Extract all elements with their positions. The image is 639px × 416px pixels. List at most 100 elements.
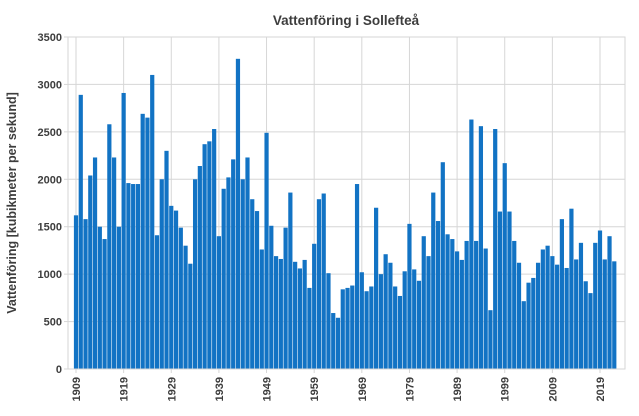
x-tick-1959: 1959 [309,377,321,401]
bar-2017 [588,293,593,369]
bar-2010 [555,264,560,369]
bar-1980 [412,269,417,369]
bar-1946 [250,199,255,369]
bar-1915 [102,239,107,369]
bar-1940 [221,188,226,369]
bar-2005 [531,277,536,369]
x-tick-1919: 1919 [119,377,131,401]
bar-1975 [388,262,393,369]
bar-1913 [92,157,98,369]
bar-1984 [431,192,436,369]
x-tick-labels: 1909 1919 1929 1939 1949 1959 1969 1979 1989 1999… [71,369,607,401]
bar-1970 [364,291,369,369]
y-tick-500: 500 [44,317,62,329]
bar-1949 [264,132,269,369]
y-tick-0: 0 [56,364,62,376]
bar-1914 [97,226,102,369]
bar-2000 [507,211,512,369]
bar-1966 [345,287,350,369]
bar-2020 [602,259,607,369]
bar-1958 [307,287,312,369]
bar-1945 [245,157,250,369]
bar-2007 [540,249,545,369]
bar-1933 [188,263,193,369]
bar-1964 [335,317,341,369]
bar-1956 [297,268,302,369]
bar-2019 [597,230,603,369]
x-tick-1929: 1929 [166,377,178,401]
bar-1985 [435,221,441,369]
bar-1999 [502,163,507,369]
bar-1982 [421,236,426,369]
bar-1921 [131,184,136,369]
bar-1968 [354,184,360,369]
bar-1935 [197,166,202,369]
bar-2003 [521,301,526,369]
bar-1919 [121,92,126,369]
bar-1990 [459,259,464,369]
bar-1929 [169,205,174,369]
bar-1928 [164,150,169,369]
x-tick-1969: 1969 [357,377,369,401]
bar-1925 [150,74,155,369]
bar-1988 [450,239,455,369]
bar-2006 [535,262,541,369]
bar-1947 [254,211,260,369]
bar-1972 [374,207,379,369]
bar-1917 [112,157,117,369]
bar-2015 [578,242,584,369]
bar-1983 [426,256,431,369]
bar-1976 [393,286,398,369]
bar-1996 [488,310,493,369]
bars [73,58,617,370]
bar-1916 [107,124,112,370]
bar-1910 [78,94,83,370]
bar-1978 [402,271,407,369]
bar-1991 [464,240,469,369]
bar-1912 [88,175,93,369]
x-tick-1989: 1989 [452,377,464,401]
chart-title: Vattenföring i Sollefteå [273,13,420,28]
bar-1993 [474,240,479,369]
bar-2004 [526,282,531,369]
bar-1952 [278,258,283,369]
bar-1922 [135,184,141,369]
bar-1997 [493,129,498,369]
bar-1957 [302,259,307,369]
y-tick-1000: 1000 [38,269,62,281]
bar-1973 [378,274,383,369]
bar-1942 [231,159,236,369]
bar-1961 [321,193,326,369]
x-tick-1949: 1949 [262,377,274,401]
x-tick-2009: 2009 [547,377,559,401]
bar-1941 [226,177,231,369]
bar-1943 [235,58,241,369]
y-tick-3500: 3500 [38,32,62,44]
bar-1994 [478,126,484,369]
bar-1977 [397,295,403,369]
bar-1986 [440,162,445,369]
bar-2011 [559,219,564,369]
bar-2008 [545,245,550,369]
y-tick-labels: 0 500 1000 1500 2000 2500 3000 3500 [38,32,68,376]
bar-1959 [312,243,317,369]
bar-2014 [574,259,579,369]
bar-1911 [83,219,88,369]
bar-1939 [216,236,222,369]
bar-1948 [259,249,264,369]
bar-1962 [326,273,331,369]
bar-1944 [240,179,245,369]
bar-2016 [583,281,588,369]
bar-1909 [73,215,79,369]
y-tick-2000: 2000 [38,174,62,186]
bar-1992 [469,119,474,369]
x-tick-1939: 1939 [214,377,226,401]
bar-2001 [512,240,517,369]
bar-2009 [550,256,555,369]
bar-1926 [154,235,160,369]
bar-1989 [454,251,460,369]
bar-1995 [483,248,488,369]
bar-2002 [516,262,522,369]
